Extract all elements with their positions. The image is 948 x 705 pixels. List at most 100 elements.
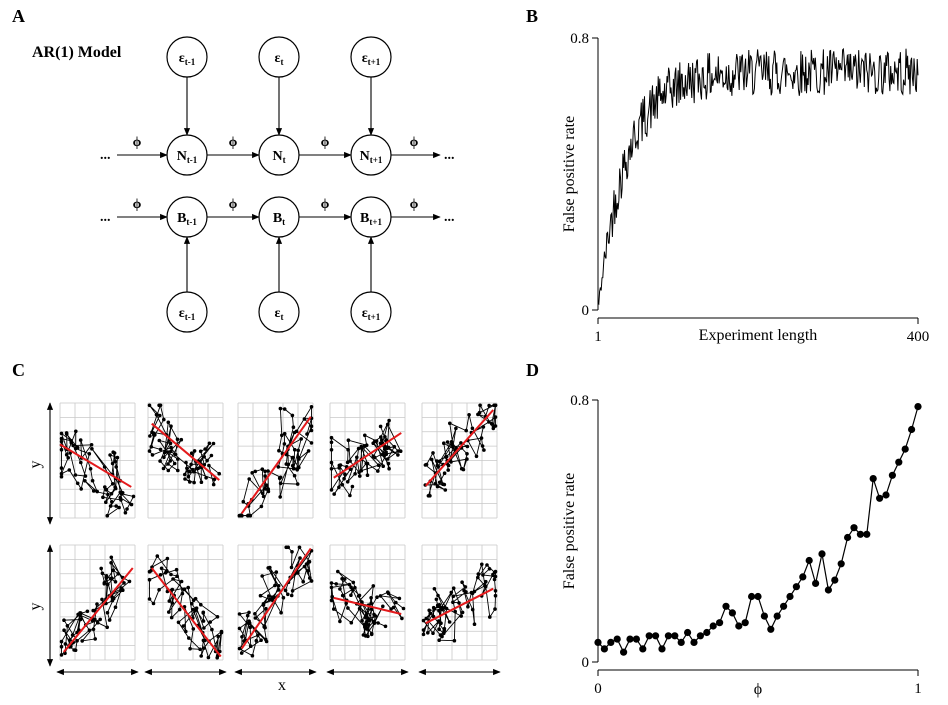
random-walk-point — [281, 595, 286, 600]
random-walk-point — [273, 583, 277, 588]
random-walk-point — [362, 444, 367, 448]
random-walk-point — [371, 584, 376, 588]
panel-label-a: A — [12, 6, 25, 26]
random-walk-point — [114, 465, 118, 469]
random-walk-point — [183, 477, 187, 481]
random-walk-point — [237, 513, 242, 518]
n-node-next-label: Nt+1 — [360, 149, 383, 165]
random-walk-point — [264, 639, 269, 644]
random-walk-point — [295, 468, 300, 472]
random-walk-point — [431, 451, 435, 455]
random-walk-point — [113, 605, 118, 609]
scatter-panel-1-4 — [329, 402, 406, 519]
random-walk-point — [463, 585, 468, 589]
random-walk-point — [67, 468, 72, 472]
random-walk-point — [188, 480, 192, 484]
random-walk-point — [258, 593, 263, 598]
random-walk-point — [162, 455, 166, 460]
random-walk-point — [187, 636, 191, 640]
random-walk-point — [297, 545, 302, 550]
random-walk-point — [329, 467, 334, 471]
random-walk-point — [453, 609, 458, 614]
random-walk-point — [209, 453, 214, 458]
random-walk-point — [330, 594, 335, 599]
random-walk-point — [261, 494, 266, 499]
random-walk-line — [238, 405, 313, 517]
random-walk-point — [296, 448, 301, 453]
random-walk-point — [381, 604, 385, 609]
chart-d-point — [600, 645, 609, 653]
random-walk-point — [101, 495, 105, 500]
random-walk-point — [284, 545, 289, 550]
random-walk-point — [426, 494, 431, 498]
b-node-prev: Bt-1 — [166, 196, 208, 238]
random-walk-point — [492, 424, 496, 429]
chart-d-point — [607, 638, 615, 647]
random-walk-point — [165, 556, 170, 561]
random-walk-point — [366, 623, 371, 627]
random-walk-point — [250, 653, 255, 658]
random-walk-point — [442, 631, 446, 636]
random-walk-point — [113, 580, 118, 584]
random-walk-point — [492, 577, 497, 582]
random-walk-point — [449, 590, 454, 595]
random-walk-point — [342, 577, 347, 581]
random-walk-point — [484, 579, 488, 584]
chart-d-point — [690, 638, 698, 647]
random-walk-point — [448, 421, 452, 426]
random-walk-point — [424, 616, 429, 621]
random-walk-point — [199, 602, 203, 607]
random-walk-point — [476, 575, 480, 580]
random-walk-point — [203, 447, 207, 451]
panel-c-scatter-grid: y y x — [27, 402, 501, 694]
random-walk-point — [295, 482, 300, 486]
b-node-now: Bt — [258, 196, 300, 238]
random-walk-point — [334, 582, 339, 586]
phi-label-n-out: ϕ — [410, 135, 419, 150]
panel-label-d: D — [526, 360, 539, 380]
random-walk-point — [196, 466, 200, 471]
random-walk-point — [253, 616, 258, 620]
random-walk-line — [149, 404, 220, 485]
random-walk-point — [360, 600, 364, 604]
random-walk-point — [290, 550, 294, 554]
chart-d-point — [901, 445, 909, 453]
random-walk-point — [356, 446, 361, 451]
chart-d-point — [741, 619, 749, 627]
random-walk-point — [264, 483, 269, 488]
chart-d-point — [773, 612, 781, 620]
random-walk-point — [381, 464, 386, 469]
random-walk-point — [73, 648, 78, 652]
random-walk-point — [440, 634, 444, 639]
random-walk-point — [106, 582, 110, 587]
random-walk-point — [179, 579, 184, 584]
random-walk-point — [98, 617, 102, 622]
phi-label-b-in: ϕ — [133, 197, 142, 212]
regression-fit-line — [151, 422, 220, 481]
random-walk-point — [176, 457, 180, 461]
random-walk-point — [346, 438, 351, 443]
random-walk-point — [493, 574, 498, 579]
random-walk-point — [202, 646, 206, 650]
random-walk-point — [248, 625, 252, 630]
random-walk-point — [212, 477, 217, 482]
random-walk-point — [59, 639, 64, 644]
random-walk-point — [83, 474, 88, 478]
random-walk-point — [59, 439, 64, 444]
random-walk-point — [282, 431, 287, 436]
random-walk-point — [433, 482, 437, 486]
random-walk-point — [90, 478, 95, 483]
random-walk-point — [372, 621, 377, 626]
random-walk-point — [460, 610, 465, 615]
random-walk-point — [437, 627, 441, 631]
random-walk-point — [73, 446, 78, 451]
random-walk-point — [95, 602, 99, 606]
random-walk-point — [376, 469, 380, 473]
random-walk-point — [245, 613, 250, 618]
random-walk-point — [369, 607, 374, 612]
random-walk-point — [152, 433, 156, 437]
random-walk-point — [59, 474, 64, 479]
random-walk-point — [451, 594, 456, 599]
random-walk-point — [298, 556, 302, 560]
random-walk-point — [250, 471, 254, 475]
